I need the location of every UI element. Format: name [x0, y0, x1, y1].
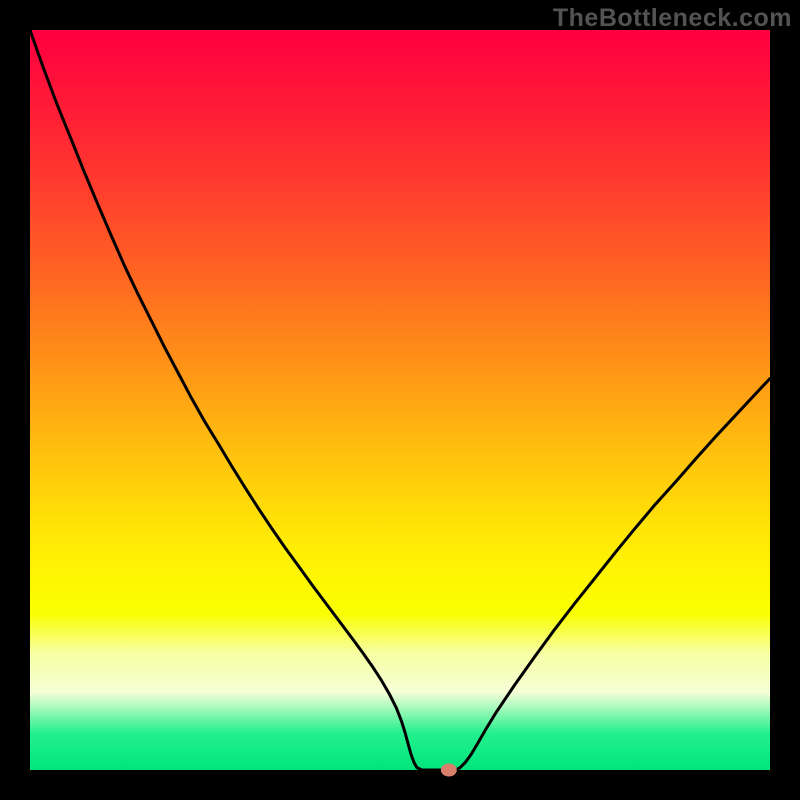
chart-container: { "watermark": { "text": "TheBottleneck.… [0, 0, 800, 800]
watermark-text: TheBottleneck.com [553, 4, 792, 33]
bottleneck-curve-chart [0, 0, 800, 800]
minimum-marker [441, 764, 457, 777]
plot-background [30, 30, 770, 770]
